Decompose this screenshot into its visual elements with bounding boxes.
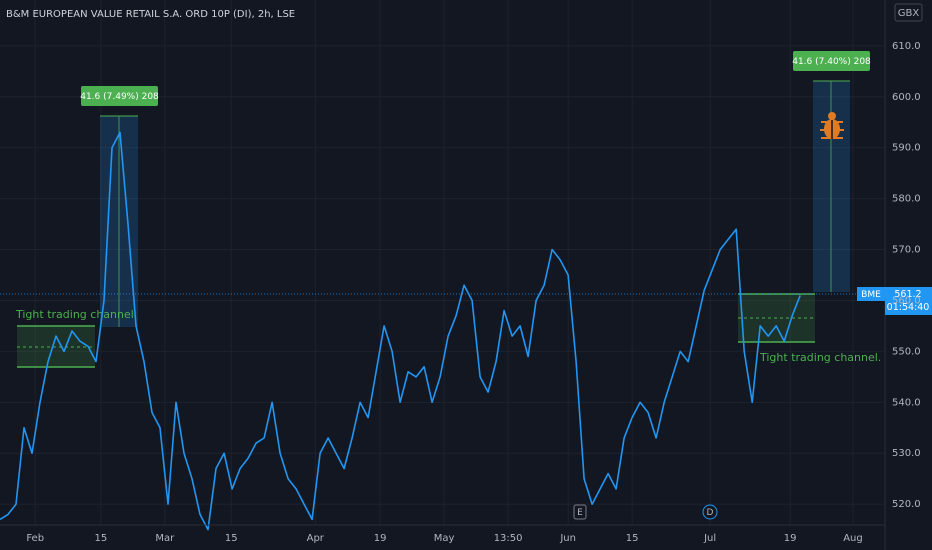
y-tick-label: 520.0 xyxy=(892,499,921,510)
x-tick-label: Aug xyxy=(843,533,863,544)
measure-label: 41.6 (7.49%) 208 xyxy=(80,92,159,102)
last-price: 561.2 xyxy=(894,289,921,300)
currency: GBX xyxy=(898,8,920,19)
countdown: 01:54:40 xyxy=(887,302,930,313)
x-tick-label: 15 xyxy=(626,533,639,544)
x-tick-label: 19 xyxy=(784,533,797,544)
x-tick-label: 15 xyxy=(94,533,107,544)
y-tick-label: 560.0 xyxy=(892,295,921,306)
event-box xyxy=(573,504,587,520)
y-tick-label: 570.0 xyxy=(892,245,921,256)
y-tick-label: 600.0 xyxy=(892,92,921,103)
event-marker: D xyxy=(707,508,714,518)
y-tick-label: 580.0 xyxy=(892,194,921,205)
y-tick-label: 610.0 xyxy=(892,41,921,52)
x-tick-label: Mar xyxy=(155,533,175,544)
y-tick-label: 540.0 xyxy=(892,397,921,408)
x-tick-label: 15 xyxy=(225,533,238,544)
x-tick-label: 19 xyxy=(374,533,387,544)
event-marker: E xyxy=(577,508,583,518)
y-tick-label: 550.0 xyxy=(892,346,921,357)
annotation: Tight trading channel. xyxy=(759,351,881,364)
measure-label-bg xyxy=(793,51,870,71)
symbol-bg xyxy=(857,287,885,301)
currency-box xyxy=(894,3,923,22)
chart-title: B&M EUROPEAN VALUE RETAIL S.A. ORD 10P (… xyxy=(6,9,295,20)
bug-icon xyxy=(820,112,844,139)
x-tick-label: Jun xyxy=(559,533,576,544)
annotation: Tight trading channel. xyxy=(15,308,137,321)
x-tick-label: May xyxy=(434,533,455,544)
y-tick-label: 590.0 xyxy=(892,143,921,154)
x-tick-label: Jul xyxy=(703,533,716,544)
event-circle xyxy=(702,504,718,520)
x-tick-label: Apr xyxy=(307,533,325,544)
x-tick-label: Feb xyxy=(26,533,44,544)
price-line xyxy=(0,131,801,531)
measure-label: 41.6 (7.40%) 208 xyxy=(792,57,871,67)
x-tick-label: 13:50 xyxy=(494,533,523,544)
price-label-bg xyxy=(885,287,932,315)
y-tick-label: 530.0 xyxy=(892,448,921,459)
symbol: BME xyxy=(861,290,881,300)
measure-label-bg xyxy=(81,86,158,106)
series xyxy=(0,131,801,531)
